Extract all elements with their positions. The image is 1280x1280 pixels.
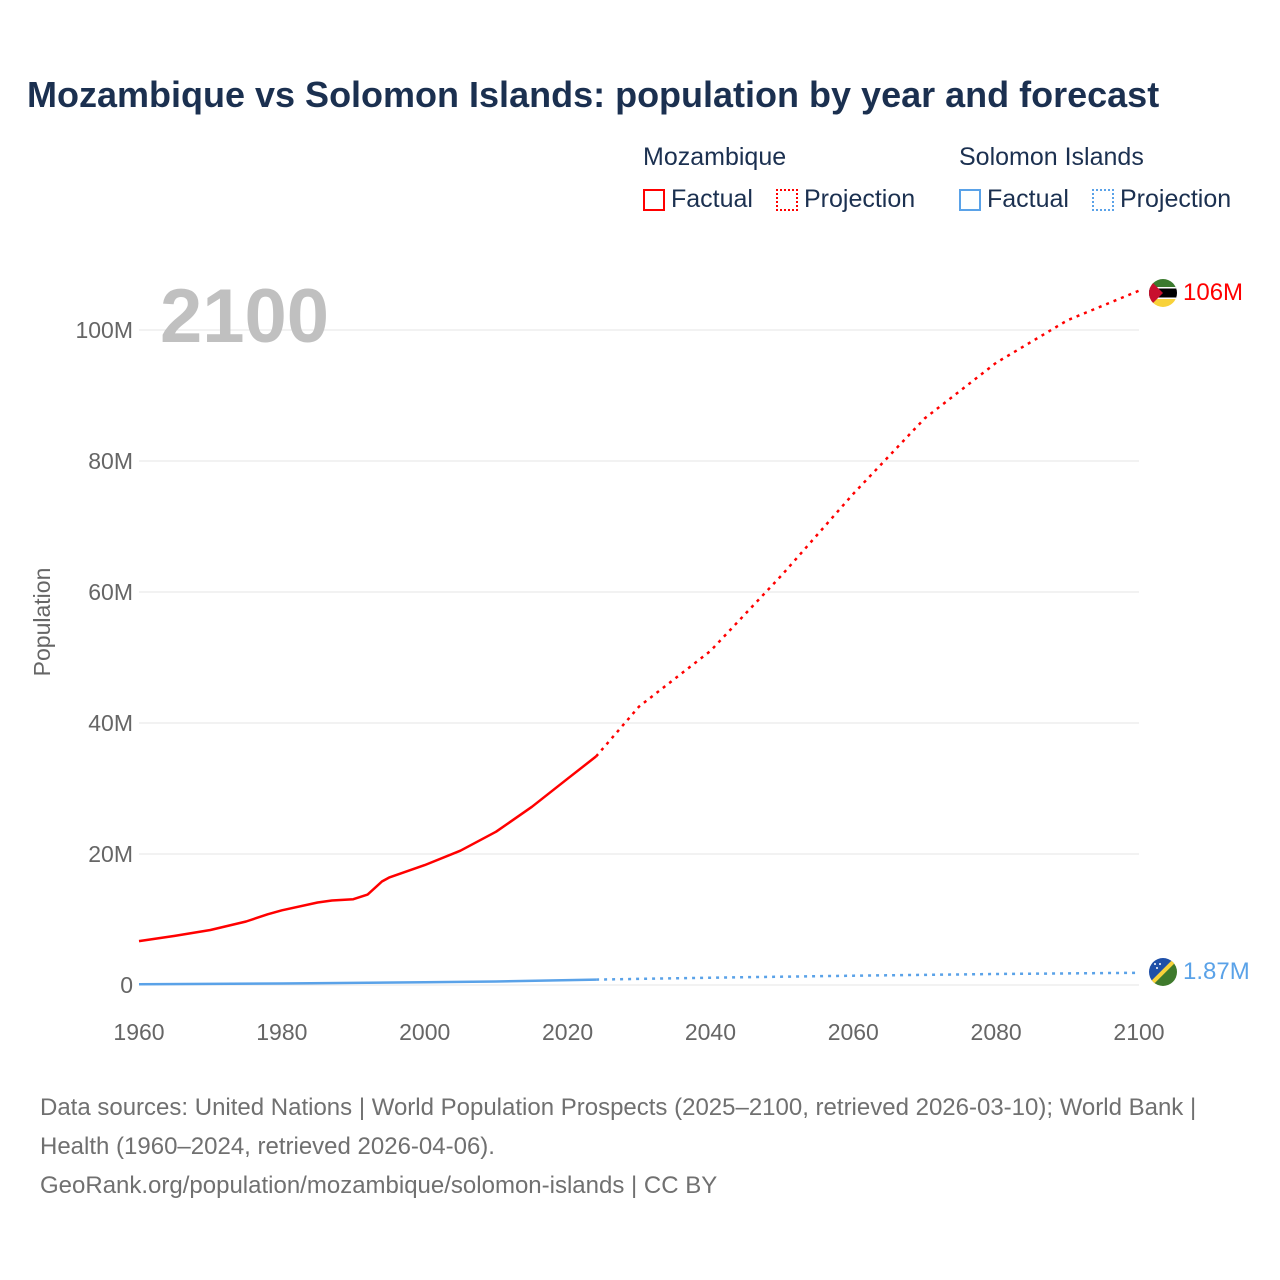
y-axis-label: Population <box>29 568 55 677</box>
legend-mozambique-factual[interactable]: Factual <box>643 185 753 214</box>
legend-solomon-factual[interactable]: Factual <box>959 185 1069 214</box>
y-tick-label: 60M <box>88 579 133 605</box>
y-tick-label: 40M <box>88 710 133 736</box>
series-line-mozambique-factual <box>138 755 597 943</box>
legend-group-solomon-islands: Solomon Islands <box>959 143 1144 171</box>
x-tick-label: 2000 <box>399 1019 450 1045</box>
x-tick-label: 1960 <box>113 1019 164 1045</box>
x-tick-label: 2100 <box>1113 1019 1164 1045</box>
series-line-mozambique-projection <box>595 289 1140 758</box>
x-tick-label: 1980 <box>256 1019 307 1045</box>
x-tick-label: 2040 <box>685 1019 736 1045</box>
legend-swatch <box>1092 188 1114 211</box>
x-tick-label: 2020 <box>542 1019 593 1045</box>
mozambique-end-label: 106M <box>1183 279 1243 306</box>
series-line-solomon-islands-projection <box>596 971 1140 981</box>
solomon-islands-flag-icon <box>1149 958 1177 986</box>
y-tick-label: 0 <box>120 972 133 998</box>
legend-group-mozambique: Mozambique <box>643 143 787 171</box>
chart-title: Mozambique vs Solomon Islands: populatio… <box>27 74 1160 115</box>
legend-mozambique-projection[interactable]: Projection <box>776 185 915 214</box>
legend-solomon-projection[interactable]: Projection <box>1092 185 1231 214</box>
legend-label: Projection <box>804 185 916 213</box>
x-tick-label: 2080 <box>971 1019 1022 1045</box>
legend-swatch <box>959 188 981 211</box>
year-watermark: 2100 <box>160 274 329 359</box>
legend-swatch <box>776 188 798 211</box>
legend-label: Factual <box>671 185 753 213</box>
legend-label: Factual <box>987 185 1069 213</box>
x-tick-label: 2060 <box>828 1019 879 1045</box>
legend-swatch <box>643 188 665 211</box>
legend-label: Projection <box>1120 185 1232 213</box>
source-note: Data sources: United Nations | World Pop… <box>40 1088 1240 1205</box>
y-tick-label: 20M <box>88 841 133 867</box>
source-link[interactable]: GeoRank.org/population/mozambique/solomo… <box>40 1172 718 1199</box>
y-tick-label: 100M <box>75 317 133 343</box>
series-line-solomon-islands-factual <box>138 978 597 986</box>
solomon-end-label: 1.87M <box>1183 958 1250 985</box>
mozambique-flag-icon <box>1149 279 1177 307</box>
source-line: Data sources: United Nations | World Pop… <box>40 1094 1197 1160</box>
y-tick-label: 80M <box>88 448 133 474</box>
